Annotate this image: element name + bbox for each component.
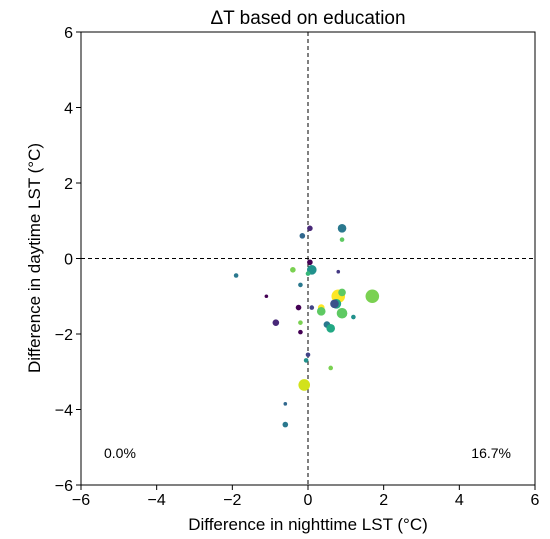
x-tick-label: −2 <box>223 492 241 509</box>
data-point <box>298 330 303 335</box>
y-tick-label: 2 <box>64 176 73 193</box>
data-point <box>283 422 289 428</box>
x-axis-label: Difference in nighttime LST (°C) <box>188 515 428 534</box>
y-tick-label: 6 <box>64 25 73 42</box>
quadrant-annotation-bottom-left: 0.0% <box>104 445 136 461</box>
data-point <box>309 305 314 310</box>
data-point <box>265 294 269 298</box>
plot-area: −6 −4 −2 0 2 4 6 −6 −4 −2 0 2 4 6 <box>55 25 540 509</box>
x-tick-label: 4 <box>455 492 464 509</box>
data-point <box>338 289 346 297</box>
data-point <box>366 289 380 303</box>
data-point <box>328 366 333 371</box>
y-tick-label: 0 <box>64 252 73 269</box>
data-point <box>298 283 303 288</box>
x-tick-label: 0 <box>304 492 313 509</box>
y-axis-label: Difference in daytime LST (°C) <box>25 143 44 373</box>
data-point <box>340 237 345 242</box>
data-point <box>298 320 303 325</box>
data-point <box>284 402 288 406</box>
data-point <box>290 267 296 273</box>
x-tick-label: −6 <box>72 492 90 509</box>
data-point <box>351 315 356 320</box>
data-point <box>234 273 239 278</box>
y-tick-label: −6 <box>55 478 73 495</box>
y-tick-label: −4 <box>55 403 73 420</box>
data-point <box>306 352 311 357</box>
data-point <box>304 358 309 363</box>
y-tick-label: −2 <box>55 327 73 344</box>
data-point <box>330 300 339 309</box>
data-point <box>307 226 313 232</box>
x-tick-label: 2 <box>379 492 388 509</box>
data-point <box>296 305 302 311</box>
quadrant-annotation-bottom-right: 16.7% <box>471 445 511 461</box>
data-point <box>337 308 348 319</box>
data-point <box>317 307 326 316</box>
x-tick-label: 6 <box>531 492 540 509</box>
data-point <box>307 259 313 265</box>
data-point <box>336 270 340 274</box>
data-point <box>326 324 335 333</box>
data-point <box>298 379 310 391</box>
data-point <box>306 271 311 276</box>
data-point <box>273 319 280 326</box>
x-tick-label: −4 <box>148 492 166 509</box>
data-point <box>338 224 347 233</box>
chart-title: ΔT based on education <box>210 8 405 29</box>
data-point <box>300 233 306 239</box>
y-tick-label: 4 <box>64 101 73 118</box>
